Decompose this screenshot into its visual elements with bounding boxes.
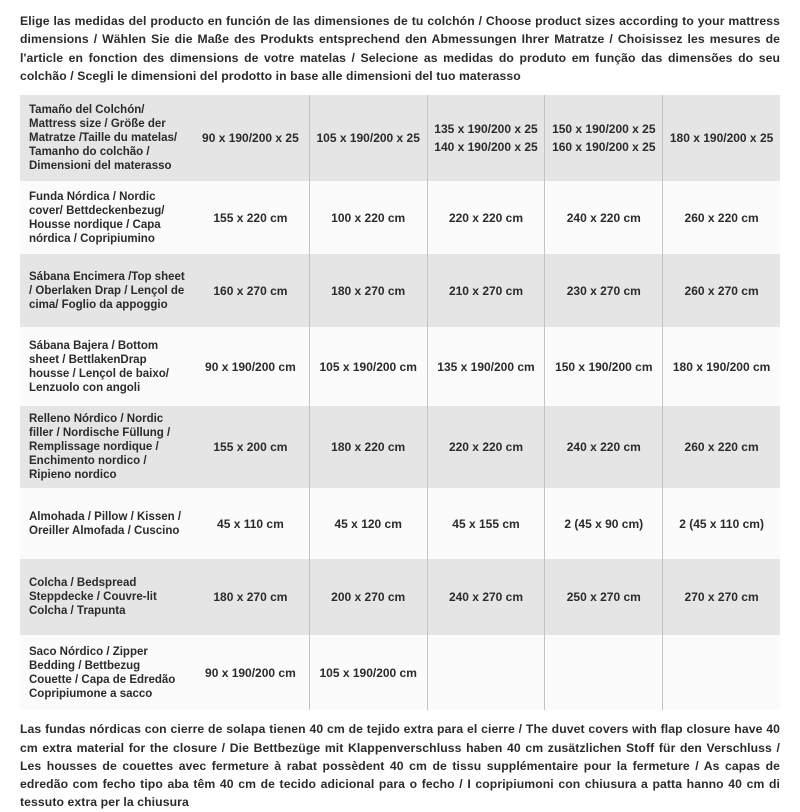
size-value-line: 180 x 270 cm xyxy=(331,283,406,298)
size-value-line: 45 x 120 cm xyxy=(334,516,402,531)
size-value-cell: 135 x 190/200 x 25 140 x 190/200 x 25 xyxy=(426,95,545,182)
row-label: Funda Nórdica / Nordic cover/ Bettdecken… xyxy=(29,190,165,245)
size-value-cell: 155 x 200 cm xyxy=(192,406,309,488)
size-value-cell: 100 x 220 cm xyxy=(308,181,427,255)
size-value-line: 135 x 190/200 cm xyxy=(437,359,535,374)
size-value-line: 2 (45 x 110 cm) xyxy=(679,516,764,531)
footer-text: Las fundas nórdicas con cierre de solapa… xyxy=(20,722,780,810)
size-value-cell: 260 x 220 cm xyxy=(662,406,780,489)
size-value-line: 150 x 190/200 x 25 xyxy=(552,122,656,137)
size-value-cell: 250 x 270 cm xyxy=(544,559,662,636)
size-value-line: 220 x 220 cm xyxy=(448,210,524,225)
table-row: Sábana Encimera /Top sheet / Oberlaken D… xyxy=(20,254,780,328)
size-value-cell: 180 x 190/200 cm xyxy=(662,327,780,407)
size-value-line: 240 x 220 cm xyxy=(566,210,641,225)
size-value-cell: 135 x 190/200 cm xyxy=(426,327,545,407)
size-value-cell: 160 x 270 cm xyxy=(192,254,309,327)
size-value-cell: 240 x 220 cm xyxy=(544,406,662,489)
size-value-line: 155 x 200 cm xyxy=(213,440,288,455)
size-value-cell: 105 x 190/200 cm xyxy=(308,635,427,711)
size-value-cell: 2 (45 x 90 cm) xyxy=(544,488,662,560)
table-row: Sábana Bajera / Bottom sheet / Bettlaken… xyxy=(20,327,780,407)
size-value-cell: 45 x 120 cm xyxy=(308,488,427,560)
table-row: Funda Nórdica / Nordic cover/ Bettdecken… xyxy=(20,181,780,255)
size-value-line: 90 x 190/200 x 25 xyxy=(202,131,299,146)
size-value-cell: 105 x 190/200 cm xyxy=(308,327,427,407)
size-value-line: 270 x 270 cm xyxy=(684,590,759,605)
size-value-line: 260 x 270 cm xyxy=(684,283,759,298)
size-value-line: 240 x 220 cm xyxy=(566,440,641,455)
size-value-line: 150 x 190/200 cm xyxy=(555,359,653,374)
size-value-cell: 260 x 220 cm xyxy=(662,181,780,255)
size-value-cell xyxy=(662,635,780,711)
size-value-line: 45 x 155 cm xyxy=(452,516,520,531)
row-label: Tamaño del Colchón/ Mattress size / Größ… xyxy=(29,104,178,173)
table-row: Relleno Nórdico / Nordic filler / Nordis… xyxy=(20,406,780,489)
product-size-table: Tamaño del Colchón/ Mattress size / Größ… xyxy=(20,95,780,711)
size-value-cell: 270 x 270 cm xyxy=(662,559,780,636)
size-value-line: 90 x 190/200 cm xyxy=(205,359,296,374)
size-value-line: 250 x 270 cm xyxy=(566,590,641,605)
size-value-line: 260 x 220 cm xyxy=(684,440,759,455)
size-value-cell: 180 x 270 cm xyxy=(308,254,427,328)
size-value-line: 160 x 190/200 x 25 xyxy=(552,140,656,155)
size-value-cell: 240 x 220 cm xyxy=(544,181,662,255)
size-value-cell: 150 x 190/200 cm xyxy=(544,327,662,407)
size-value-line: 210 x 270 cm xyxy=(448,283,524,298)
size-value-cell xyxy=(544,635,662,711)
size-value-cell: 240 x 270 cm xyxy=(426,559,545,636)
size-value-line: 100 x 220 cm xyxy=(331,210,406,225)
size-value-cell: 150 x 190/200 x 25 160 x 190/200 x 25 xyxy=(544,95,662,182)
table-row: Almohada / Pillow / Kissen / Oreiller Al… xyxy=(20,488,780,560)
size-value-cell: 180 x 190/200 x 25 xyxy=(662,95,780,182)
table-row: Tamaño del Colchón/ Mattress size / Größ… xyxy=(20,95,780,182)
size-value-cell: 180 x 270 cm xyxy=(192,559,309,635)
size-value-cell: 155 x 220 cm xyxy=(192,181,309,254)
size-value-line: 200 x 270 cm xyxy=(331,590,406,605)
row-label: Almohada / Pillow / Kissen / Oreiller Al… xyxy=(29,510,182,537)
size-value-cell: 200 x 270 cm xyxy=(308,559,427,636)
size-value-cell: 90 x 190/200 cm xyxy=(192,635,309,710)
row-label: Sábana Bajera / Bottom sheet / Bettlaken… xyxy=(29,339,169,394)
size-value-line: 220 x 220 cm xyxy=(448,440,524,455)
size-value-cell: 105 x 190/200 x 25 xyxy=(308,95,427,182)
size-value-line: 230 x 270 cm xyxy=(566,283,641,298)
size-value-cell: 45 x 155 cm xyxy=(426,488,545,560)
row-label: Colcha / Bedspread Steppdecke / Couvre-l… xyxy=(29,577,157,618)
size-value-cell: 90 x 190/200 cm xyxy=(192,327,309,406)
intro-text: Elige las medidas del producto en funció… xyxy=(20,14,780,83)
size-value-cell: 230 x 270 cm xyxy=(544,254,662,328)
table-row: Saco Nórdico / Zipper Bedding / Bettbezu… xyxy=(20,635,780,711)
size-value-line: 105 x 190/200 x 25 xyxy=(316,131,420,146)
size-value-cell: 260 x 270 cm xyxy=(662,254,780,328)
size-value-line: 180 x 190/200 cm xyxy=(672,359,771,374)
size-value-line: 105 x 190/200 cm xyxy=(319,359,417,374)
size-value-cell: 220 x 220 cm xyxy=(426,406,545,489)
size-value-line: 2 (45 x 90 cm) xyxy=(564,516,644,531)
size-value-cell: 90 x 190/200 x 25 xyxy=(192,95,309,181)
size-value-cell: 180 x 220 cm xyxy=(308,406,427,489)
size-value-cell: 45 x 110 cm xyxy=(192,488,309,559)
size-value-line: 105 x 190/200 cm xyxy=(319,665,417,680)
size-value-line: 180 x 190/200 x 25 xyxy=(669,131,774,146)
size-value-line: 45 x 110 cm xyxy=(217,516,284,531)
row-label: Sábana Encimera /Top sheet / Oberlaken D… xyxy=(29,270,185,311)
size-value-line: 260 x 220 cm xyxy=(684,210,759,225)
size-value-cell: 2 (45 x 110 cm) xyxy=(662,488,780,560)
size-value-line: 180 x 220 cm xyxy=(331,440,406,455)
size-value-line: 140 x 190/200 x 25 xyxy=(434,140,538,155)
row-label: Relleno Nórdico / Nordic filler / Nordis… xyxy=(29,413,171,482)
size-value-cell xyxy=(426,635,545,711)
size-value-cell: 220 x 220 cm xyxy=(426,181,545,255)
row-label: Saco Nórdico / Zipper Bedding / Bettbezu… xyxy=(29,645,176,700)
table-row: Colcha / Bedspread Steppdecke / Couvre-l… xyxy=(20,559,780,636)
size-value-line: 135 x 190/200 x 25 xyxy=(434,122,538,137)
size-value-line: 180 x 270 cm xyxy=(213,590,288,605)
size-value-line: 155 x 220 cm xyxy=(213,210,288,225)
size-value-line: 240 x 270 cm xyxy=(448,590,524,605)
size-value-line: 90 x 190/200 cm xyxy=(205,665,296,680)
size-value-line: 160 x 270 cm xyxy=(213,283,288,298)
size-value-cell: 210 x 270 cm xyxy=(426,254,545,328)
